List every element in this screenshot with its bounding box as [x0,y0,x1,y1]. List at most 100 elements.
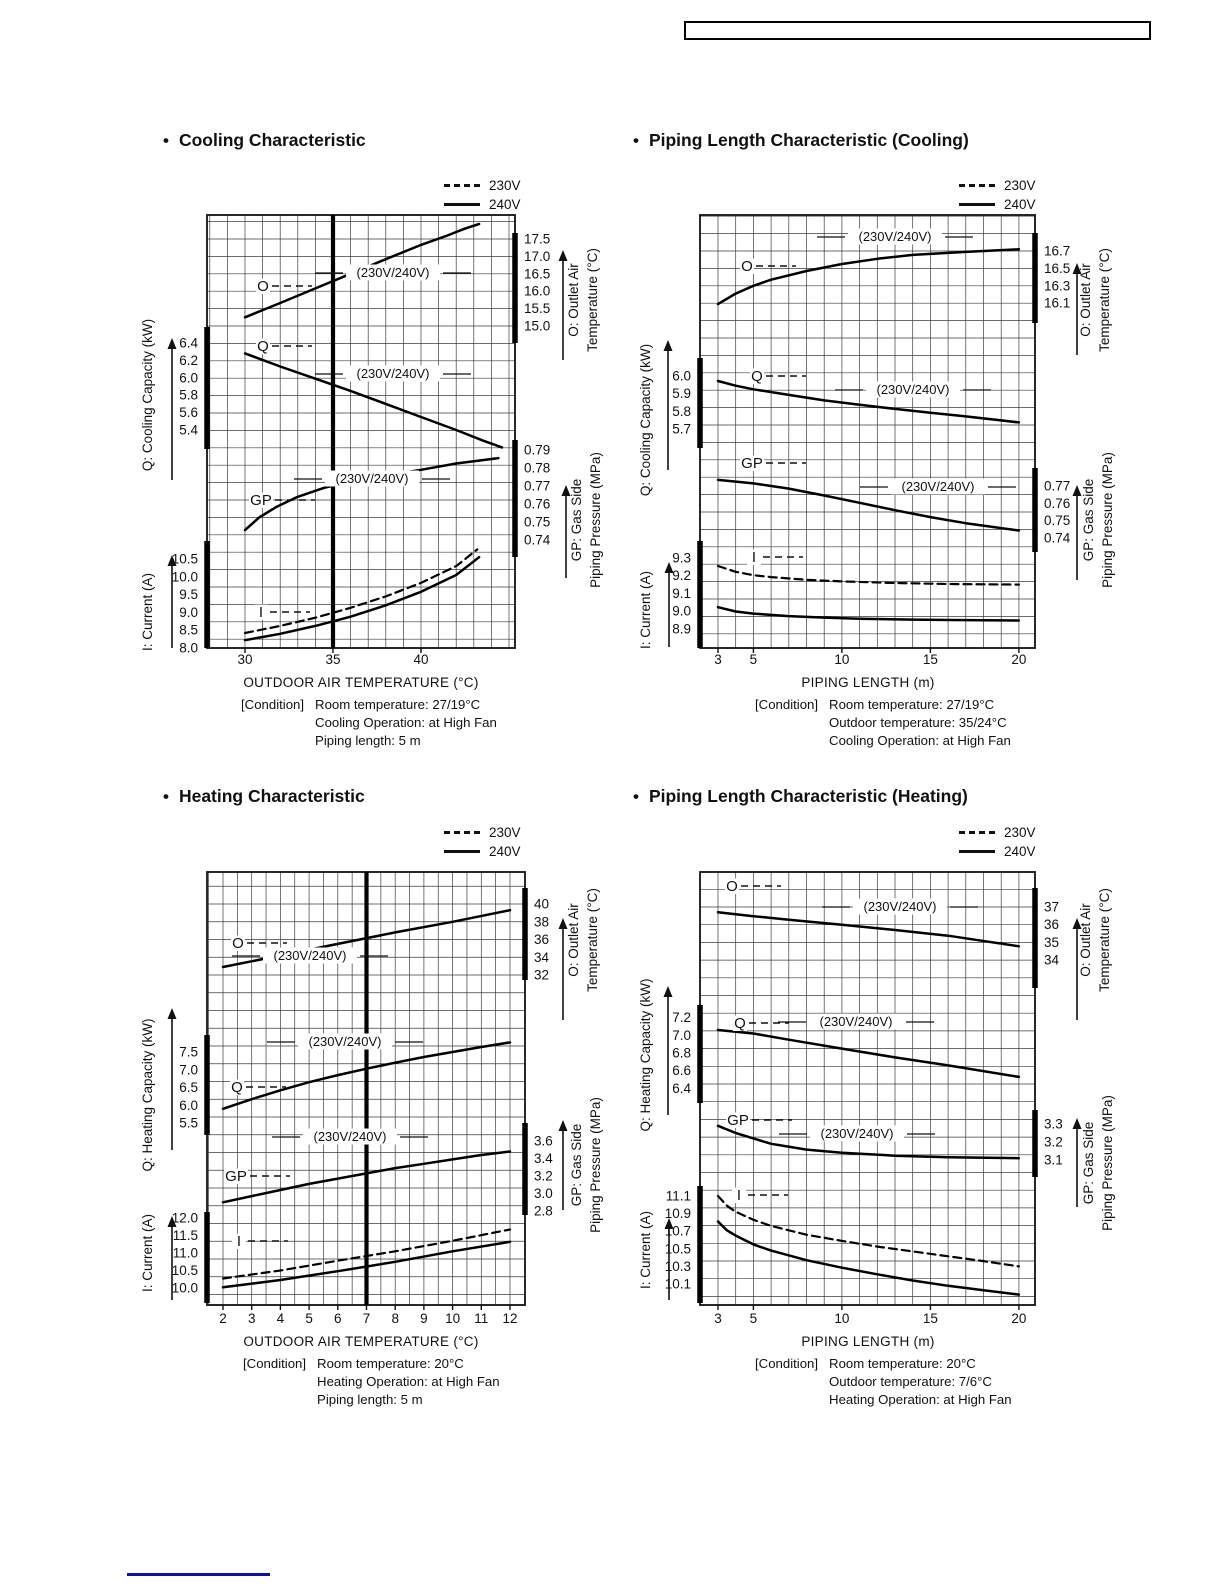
curve-letter-I: I [237,1233,241,1250]
condition-block: [Condition] Room temperature: 27/19°C Co… [241,696,497,750]
tick-label-GP: 3.2 [534,1169,553,1184]
x-tick-label: 5 [750,652,758,667]
panel-Q: 7.2 7.0 6.8 6.6 6.4 Q (230V/240V) Q: Heating Ca… [638,978,1021,1132]
dashed-line-sample [959,831,995,834]
curve-letter-GP: GP [727,1112,749,1129]
solid-line-sample [959,850,995,853]
tick-label-GP: 0.77 [1044,479,1070,494]
bullet-icon: • [633,787,639,806]
x-tick-label: 5 [750,1311,758,1326]
tick-label-GP: 0.77 [524,479,550,494]
tick-label-O: 16.3 [1044,278,1070,293]
curve-label-halo [325,470,419,487]
curve-GP-230V-240V [243,456,500,532]
tick-label-GP: 0.75 [1044,513,1070,528]
bullet-icon: • [163,787,169,806]
legend-item-230v: 230V [959,178,1036,193]
header-title-box [684,21,1151,40]
condition-line: Heating Operation: at High Fan [317,1374,500,1389]
curve-voltage-label-Q: (230V/240V) [877,382,950,397]
x-tick-label: 40 [413,652,428,667]
arrowhead-up-icon [558,918,568,929]
solid-line-sample [959,203,995,206]
curve-label-halo [263,947,357,964]
condition-line: Piping length: 5 m [317,1392,423,1407]
x-tick-label: 3 [714,652,722,667]
panel-Q: 6.4 6.2 6.0 5.8 5.6 5.4 Q (230V/240V) Q: Cooling… [140,319,504,480]
legend-item-230v: 230V [444,178,521,193]
x-tick-label: 8 [391,1311,399,1326]
curve-letter-GP: GP [250,492,272,509]
tick-label-O: 34 [1044,953,1060,968]
tick-label-O: 17.5 [524,232,550,247]
arrowhead-up-icon [664,562,674,573]
axis-label-GP: Piping Pressure (MPa) [588,1097,603,1233]
condition-line: Cooling Operation: at High Fan [315,715,497,730]
chart-title-text: Piping Length Characteristic (Heating) [648,786,968,806]
tick-label-O: 17.0 [524,249,550,264]
legend-label: 240V [1004,844,1036,859]
letter-halo [726,1112,750,1128]
x-tick-label: 6 [334,1311,342,1326]
condition-block: [Condition] Room temperature: 20°C Outdo… [755,1355,1012,1409]
tick-label-GP: 3.4 [534,1151,553,1166]
condition-line: Cooling Operation: at High Fan [829,733,1011,748]
legend-item-240v: 240V [444,197,521,212]
curve-I-230V [243,548,479,635]
letter-halo [732,1187,746,1203]
tick-label-GP: 0.78 [524,461,550,476]
tick-label-I: 10.5 [172,1263,198,1278]
tick-label-GP: 3.1 [1044,1153,1063,1168]
x-tick-label: 3 [714,1311,722,1326]
chart-title-text: Heating Characteristic [178,786,365,806]
solid-line-sample [444,203,480,206]
curve-letter-Q: Q [231,1079,243,1096]
panel-I: 11.110.910.710.510.310.1II: Current (A) [638,1186,1021,1303]
tick-label-I: 10.0 [172,569,198,584]
footer-link-underline[interactable] [127,1573,270,1576]
tick-label-I: 10.5 [665,1241,691,1256]
bullet-icon: • [163,131,169,150]
x-tick-label: 10 [834,1311,849,1326]
tick-label-O: 40 [534,897,549,912]
arrowhead-up-icon [561,485,571,496]
condition-line: Outdoor temperature: 7/6°C [829,1374,992,1389]
curve-letter-O: O [741,258,753,275]
tick-label-I: 10.3 [665,1259,691,1274]
curve-voltage-label-Q: (230V/240V) [820,1014,893,1029]
chart-title-cooling: • Cooling Characteristic [163,130,366,151]
grid [700,872,1035,1305]
curve-voltage-label-O: (230V/240V) [859,229,932,244]
curve-voltage-label-GP: (230V/240V) [336,471,409,486]
letter-halo [747,549,761,565]
tick-label-Q: 5.8 [672,404,691,419]
curve-Q-230V-240V [716,1028,1021,1079]
tick-label-I: 10.1 [665,1277,691,1292]
curve-O-230V-240V [716,911,1021,948]
curve-I-240V [243,555,481,642]
curve-GP-230V-240V [716,1124,1021,1160]
tick-label-I: 11.5 [173,1228,198,1243]
x-axis-title: OUTDOOR AIR TEMPERATURE (°C) [243,675,479,690]
panel-O: 16.7 16.5 16.3 16.1 O (230V/240V) O: Outlet Ai… [716,228,1112,355]
curve-voltage-label-GP: (230V/240V) [902,479,975,494]
curve-label-halo [866,381,960,398]
axis-label-Q: Q: Cooling Capacity (kW) [140,319,155,471]
panel-GP: 0.79 0.78 0.77 0.76 0.75 0.74 GP (230V/240V) GP:… [243,440,603,588]
panel-I: 9.3 9.2 9.1 9.0 8.9 I I: Current (A) [638,541,1021,649]
legend-label: 230V [1004,825,1036,840]
x-tick-label: 35 [325,652,340,667]
curve-O-230V-240V [716,248,1021,306]
grid [207,872,525,1305]
axis-label-I: I: Current (A) [638,1211,653,1289]
tick-label-Q: 6.5 [179,1080,198,1095]
curve-letter-GP: GP [741,455,763,472]
tick-label-GP: 0.74 [524,533,551,548]
legend-item-240v: 240V [444,844,521,859]
legend-item-240v: 240V [959,844,1036,859]
dashed-line-sample [959,184,995,187]
tick-label-O: 15.5 [524,301,550,316]
tick-label-O: 16.7 [1044,244,1070,259]
tick-label-O: 16.5 [1044,261,1070,276]
letter-halo [254,604,268,620]
